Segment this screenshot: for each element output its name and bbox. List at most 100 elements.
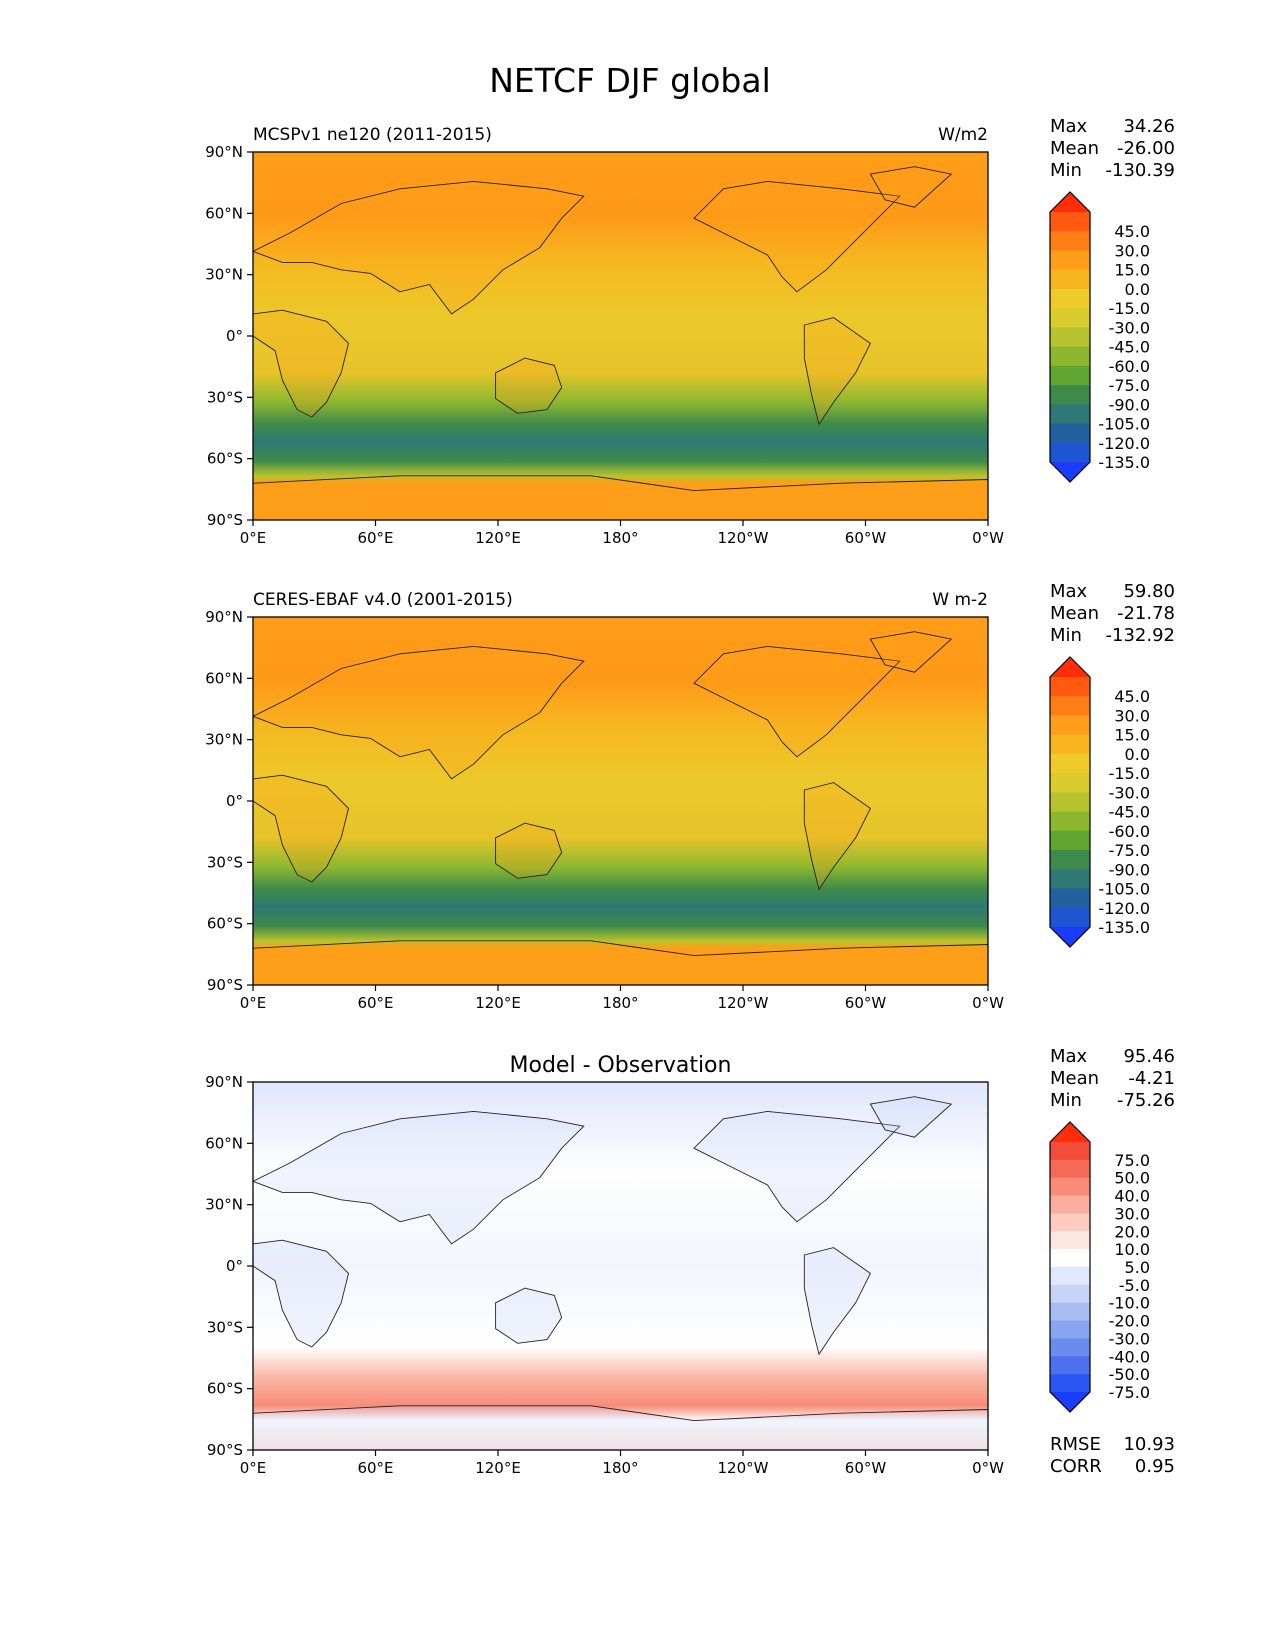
colorbar-segment: [1050, 1231, 1090, 1250]
stat-value: -4.21: [1128, 1068, 1175, 1089]
map-area: [252, 151, 989, 521]
panel-left-title: MCSPv1 ne120 (2011-2015): [253, 125, 492, 145]
coastlines: [253, 166, 988, 520]
lon-tick-label: 60°W: [845, 1459, 887, 1477]
colorbar-label: -135.0: [1098, 453, 1150, 472]
colorbar-extend-min: [1050, 927, 1090, 947]
colorbar-segment: [1050, 1213, 1090, 1232]
panel-center-title: Model - Observation: [510, 1053, 732, 1078]
colorbar-segment: [1050, 1267, 1090, 1286]
lon-tick-label: 0°W: [972, 994, 1004, 1012]
colorbar: 45.030.015.00.0-15.0-30.0-45.0-60.0-75.0…: [1049, 191, 1150, 483]
coastline: [693, 180, 901, 293]
colorbar-label: -40.0: [1109, 1347, 1150, 1366]
colorbar-segment: [1050, 1159, 1090, 1179]
coastline: [495, 1287, 563, 1344]
colorbar-segment: [1050, 869, 1090, 890]
colorbar-segment: [1050, 888, 1090, 909]
colorbar-label: 10.0: [1114, 1240, 1150, 1259]
colorbar-label: -75.0: [1109, 1383, 1150, 1402]
lat-tick-label: 0°: [226, 792, 243, 810]
coastline: [253, 940, 988, 985]
colorbar-segment: [1050, 404, 1090, 425]
map-field: [253, 1082, 988, 1450]
lat-tick-label: 0°: [226, 327, 243, 345]
panel-model: MCSPv1 ne120 (2011-2015) W/m2 90°N 60°N 30°N…: [205, 116, 1175, 547]
corr-label: CORR: [1050, 1456, 1102, 1477]
lon-tick-label: 120°W: [718, 994, 769, 1012]
colorbar-label: -10.0: [1109, 1294, 1150, 1313]
stat-value: -132.92: [1106, 625, 1175, 646]
colorbar-segment: [1050, 1249, 1090, 1268]
lon-tick-label: 180°: [602, 994, 638, 1012]
coastline: [253, 1239, 349, 1348]
panel-units: W/m2: [938, 125, 988, 145]
colorbar-segment: [1050, 753, 1090, 774]
colorbar-segment: [1050, 773, 1090, 793]
coastline: [253, 475, 988, 520]
rmse-value: 10.93: [1123, 1434, 1175, 1455]
lon-tick-label: 60°W: [845, 994, 887, 1012]
figure-title: NETCF DJF global: [489, 61, 771, 100]
colorbar-segment: [1050, 308, 1090, 328]
colorbar-segment: [1050, 830, 1090, 851]
colorbar-label: -75.0: [1109, 376, 1150, 395]
map-field: [253, 617, 988, 985]
colorbar-outline: [1049, 1121, 1091, 1413]
lon-tick-label: 0°E: [240, 529, 267, 547]
coastline: [495, 822, 563, 879]
colorbar-segment: [1050, 1177, 1090, 1197]
colorbar-label: -30.0: [1109, 318, 1150, 337]
stat-value: -26.00: [1117, 138, 1175, 159]
stat-value: 34.26: [1123, 116, 1175, 137]
colorbar-label: 40.0: [1114, 1187, 1150, 1206]
lat-tick-label: 30°N: [205, 731, 243, 749]
lon-tick-label: 180°: [602, 529, 638, 547]
colorbar: 45.030.015.00.0-15.0-30.0-45.0-60.0-75.0…: [1049, 656, 1150, 948]
lat-tick-label: 30°S: [207, 388, 243, 406]
lat-tick-label: 90°N: [205, 1073, 243, 1091]
lat-tick-label: 60°N: [205, 1134, 243, 1152]
stat-label: Min: [1050, 160, 1082, 181]
colorbar-label: 20.0: [1114, 1222, 1150, 1241]
coastline: [253, 645, 585, 780]
colorbar-label: -30.0: [1109, 1329, 1150, 1348]
colorbar-segment: [1050, 442, 1090, 463]
colorbar-label: 5.0: [1125, 1258, 1150, 1277]
colorbar-segment: [1050, 1195, 1090, 1214]
map-area: [252, 1081, 989, 1451]
stat-label: Mean: [1050, 603, 1099, 624]
coastline: [253, 309, 349, 418]
lat-tick-label: 30°S: [207, 853, 243, 871]
colorbar: 75.050.040.030.020.010.05.0-5.0-10.0-20.…: [1049, 1121, 1150, 1413]
colorbar-label: 50.0: [1114, 1169, 1150, 1188]
colorbar-segment: [1050, 327, 1090, 348]
coastline: [253, 1405, 988, 1450]
colorbar-label: 0.0: [1125, 280, 1150, 299]
colorbar-segment: [1050, 811, 1090, 832]
colorbar-extend-min: [1050, 462, 1090, 482]
stat-label: Max: [1050, 116, 1088, 137]
colorbar-segment: [1050, 1374, 1090, 1393]
colorbar-label: -60.0: [1109, 357, 1150, 376]
colorbar-segment: [1050, 231, 1090, 251]
colorbar-segment: [1050, 250, 1090, 271]
colorbar-segment: [1050, 346, 1090, 367]
coastline: [253, 774, 349, 883]
colorbar-extend-max: [1050, 1122, 1090, 1142]
lon-tick-label: 120°E: [475, 994, 521, 1012]
colorbar-label: 0.0: [1125, 745, 1150, 764]
lon-tick-label: 0°E: [240, 994, 267, 1012]
lat-tick-label: 90°N: [205, 608, 243, 626]
colorbar-outline: [1049, 656, 1091, 948]
lon-tick-label: 120°W: [718, 1459, 769, 1477]
lon-tick-label: 120°E: [475, 1459, 521, 1477]
colorbar-label: -105.0: [1098, 415, 1150, 434]
lat-tick-label: 90°S: [207, 976, 243, 994]
colorbar-extend-min: [1050, 1392, 1090, 1412]
lon-tick-label: 60°E: [357, 1459, 393, 1477]
colorbar-segment: [1050, 365, 1090, 386]
colorbar-segment: [1050, 715, 1090, 736]
lon-tick-label: 120°E: [475, 529, 521, 547]
